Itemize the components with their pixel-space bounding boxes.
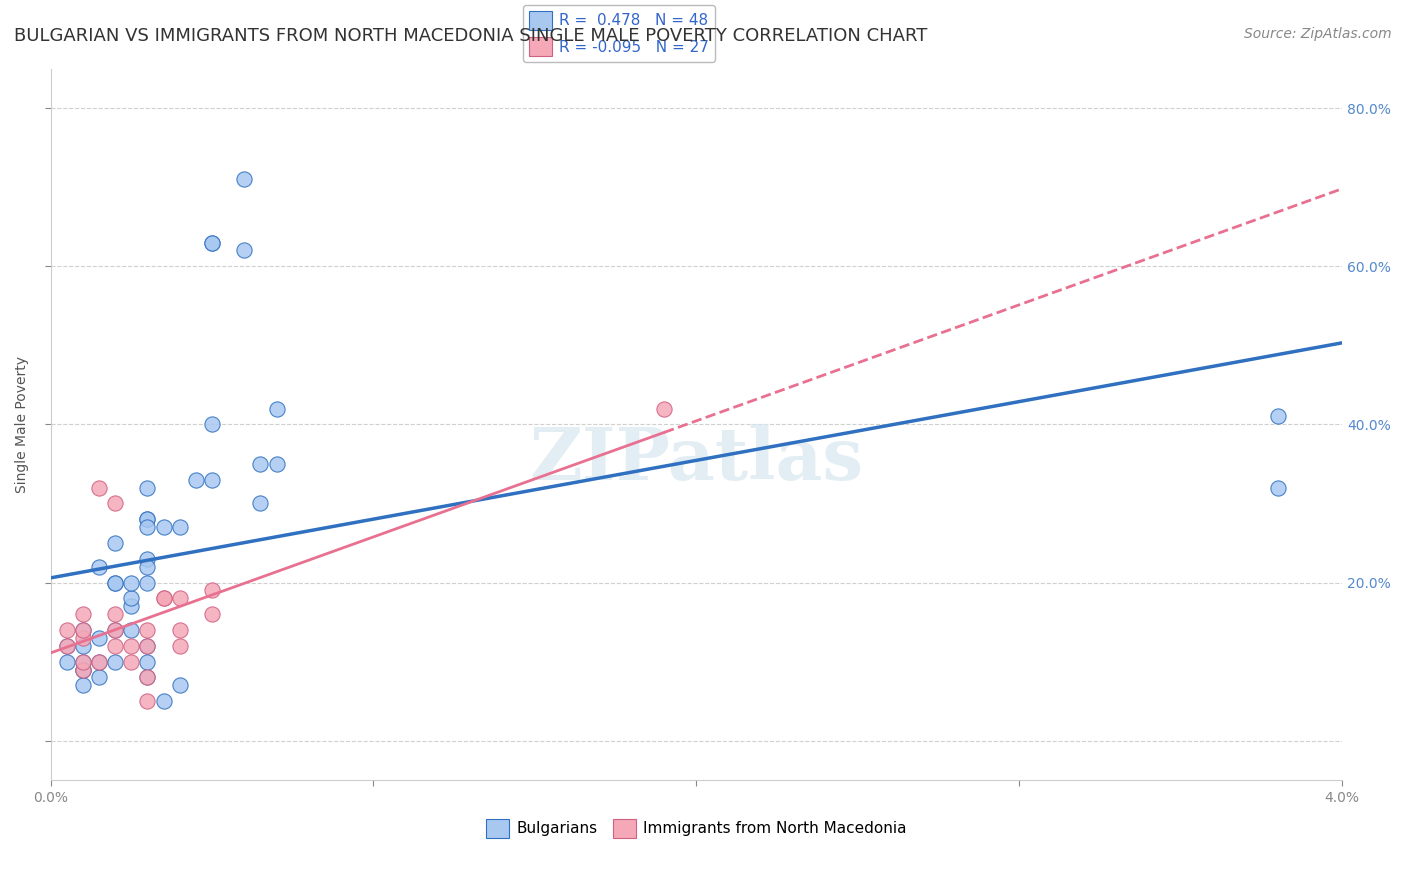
Point: [104, 575, 127, 590]
Point: [104, 655, 127, 669]
Point: [1267, 481, 1289, 495]
Point: [104, 536, 127, 550]
Point: [72, 678, 94, 692]
Point: [87, 559, 110, 574]
Point: [87, 655, 110, 669]
Point: [87, 670, 110, 684]
Point: [120, 575, 142, 590]
Point: [152, 591, 174, 606]
Text: BULGARIAN VS IMMIGRANTS FROM NORTH MACEDONIA SINGLE MALE POVERTY CORRELATION CHA: BULGARIAN VS IMMIGRANTS FROM NORTH MACED…: [14, 27, 928, 45]
Point: [233, 244, 256, 258]
Point: [120, 591, 142, 606]
Point: [201, 607, 224, 622]
Point: [120, 599, 142, 614]
Point: [136, 639, 159, 653]
Point: [169, 678, 191, 692]
Point: [55, 655, 77, 669]
Point: [201, 235, 224, 250]
Point: [87, 655, 110, 669]
Point: [136, 670, 159, 684]
Point: [136, 512, 159, 526]
Point: [55, 639, 77, 653]
Point: [184, 473, 207, 487]
Point: [72, 663, 94, 677]
Point: [104, 623, 127, 637]
Y-axis label: Single Male Poverty: Single Male Poverty: [15, 356, 30, 493]
Point: [72, 639, 94, 653]
Point: [55, 623, 77, 637]
Point: [72, 663, 94, 677]
Point: [104, 575, 127, 590]
Point: [120, 655, 142, 669]
Point: [152, 591, 174, 606]
Point: [136, 512, 159, 526]
Point: [266, 401, 288, 416]
Point: [72, 655, 94, 669]
Point: [72, 663, 94, 677]
Point: [249, 457, 271, 471]
Point: [169, 591, 191, 606]
Text: Source: ZipAtlas.com: Source: ZipAtlas.com: [1244, 27, 1392, 41]
Point: [201, 417, 224, 432]
Point: [104, 496, 127, 510]
Point: [201, 473, 224, 487]
Point: [136, 670, 159, 684]
Point: [169, 520, 191, 534]
Legend: Bulgarians, Immigrants from North Macedonia: Bulgarians, Immigrants from North Macedo…: [479, 813, 912, 844]
Point: [136, 520, 159, 534]
Point: [169, 623, 191, 637]
Text: ZIPatlas: ZIPatlas: [529, 425, 863, 495]
Point: [136, 575, 159, 590]
Point: [136, 559, 159, 574]
Point: [152, 694, 174, 708]
Point: [249, 496, 271, 510]
Point: [169, 639, 191, 653]
Point: [136, 655, 159, 669]
Point: [72, 623, 94, 637]
Point: [136, 623, 159, 637]
Point: [201, 235, 224, 250]
Point: [136, 694, 159, 708]
Point: [72, 607, 94, 622]
Point: [55, 639, 77, 653]
Point: [87, 481, 110, 495]
Point: [201, 583, 224, 598]
Point: [136, 552, 159, 566]
Point: [120, 623, 142, 637]
Point: [104, 607, 127, 622]
Point: [72, 631, 94, 645]
Point: [120, 639, 142, 653]
Point: [104, 639, 127, 653]
Point: [72, 623, 94, 637]
Point: [152, 520, 174, 534]
Point: [72, 655, 94, 669]
Point: [1267, 409, 1289, 424]
Point: [266, 457, 288, 471]
Point: [87, 631, 110, 645]
Point: [652, 401, 675, 416]
Point: [136, 639, 159, 653]
Point: [136, 481, 159, 495]
Point: [104, 623, 127, 637]
Point: [233, 172, 256, 186]
